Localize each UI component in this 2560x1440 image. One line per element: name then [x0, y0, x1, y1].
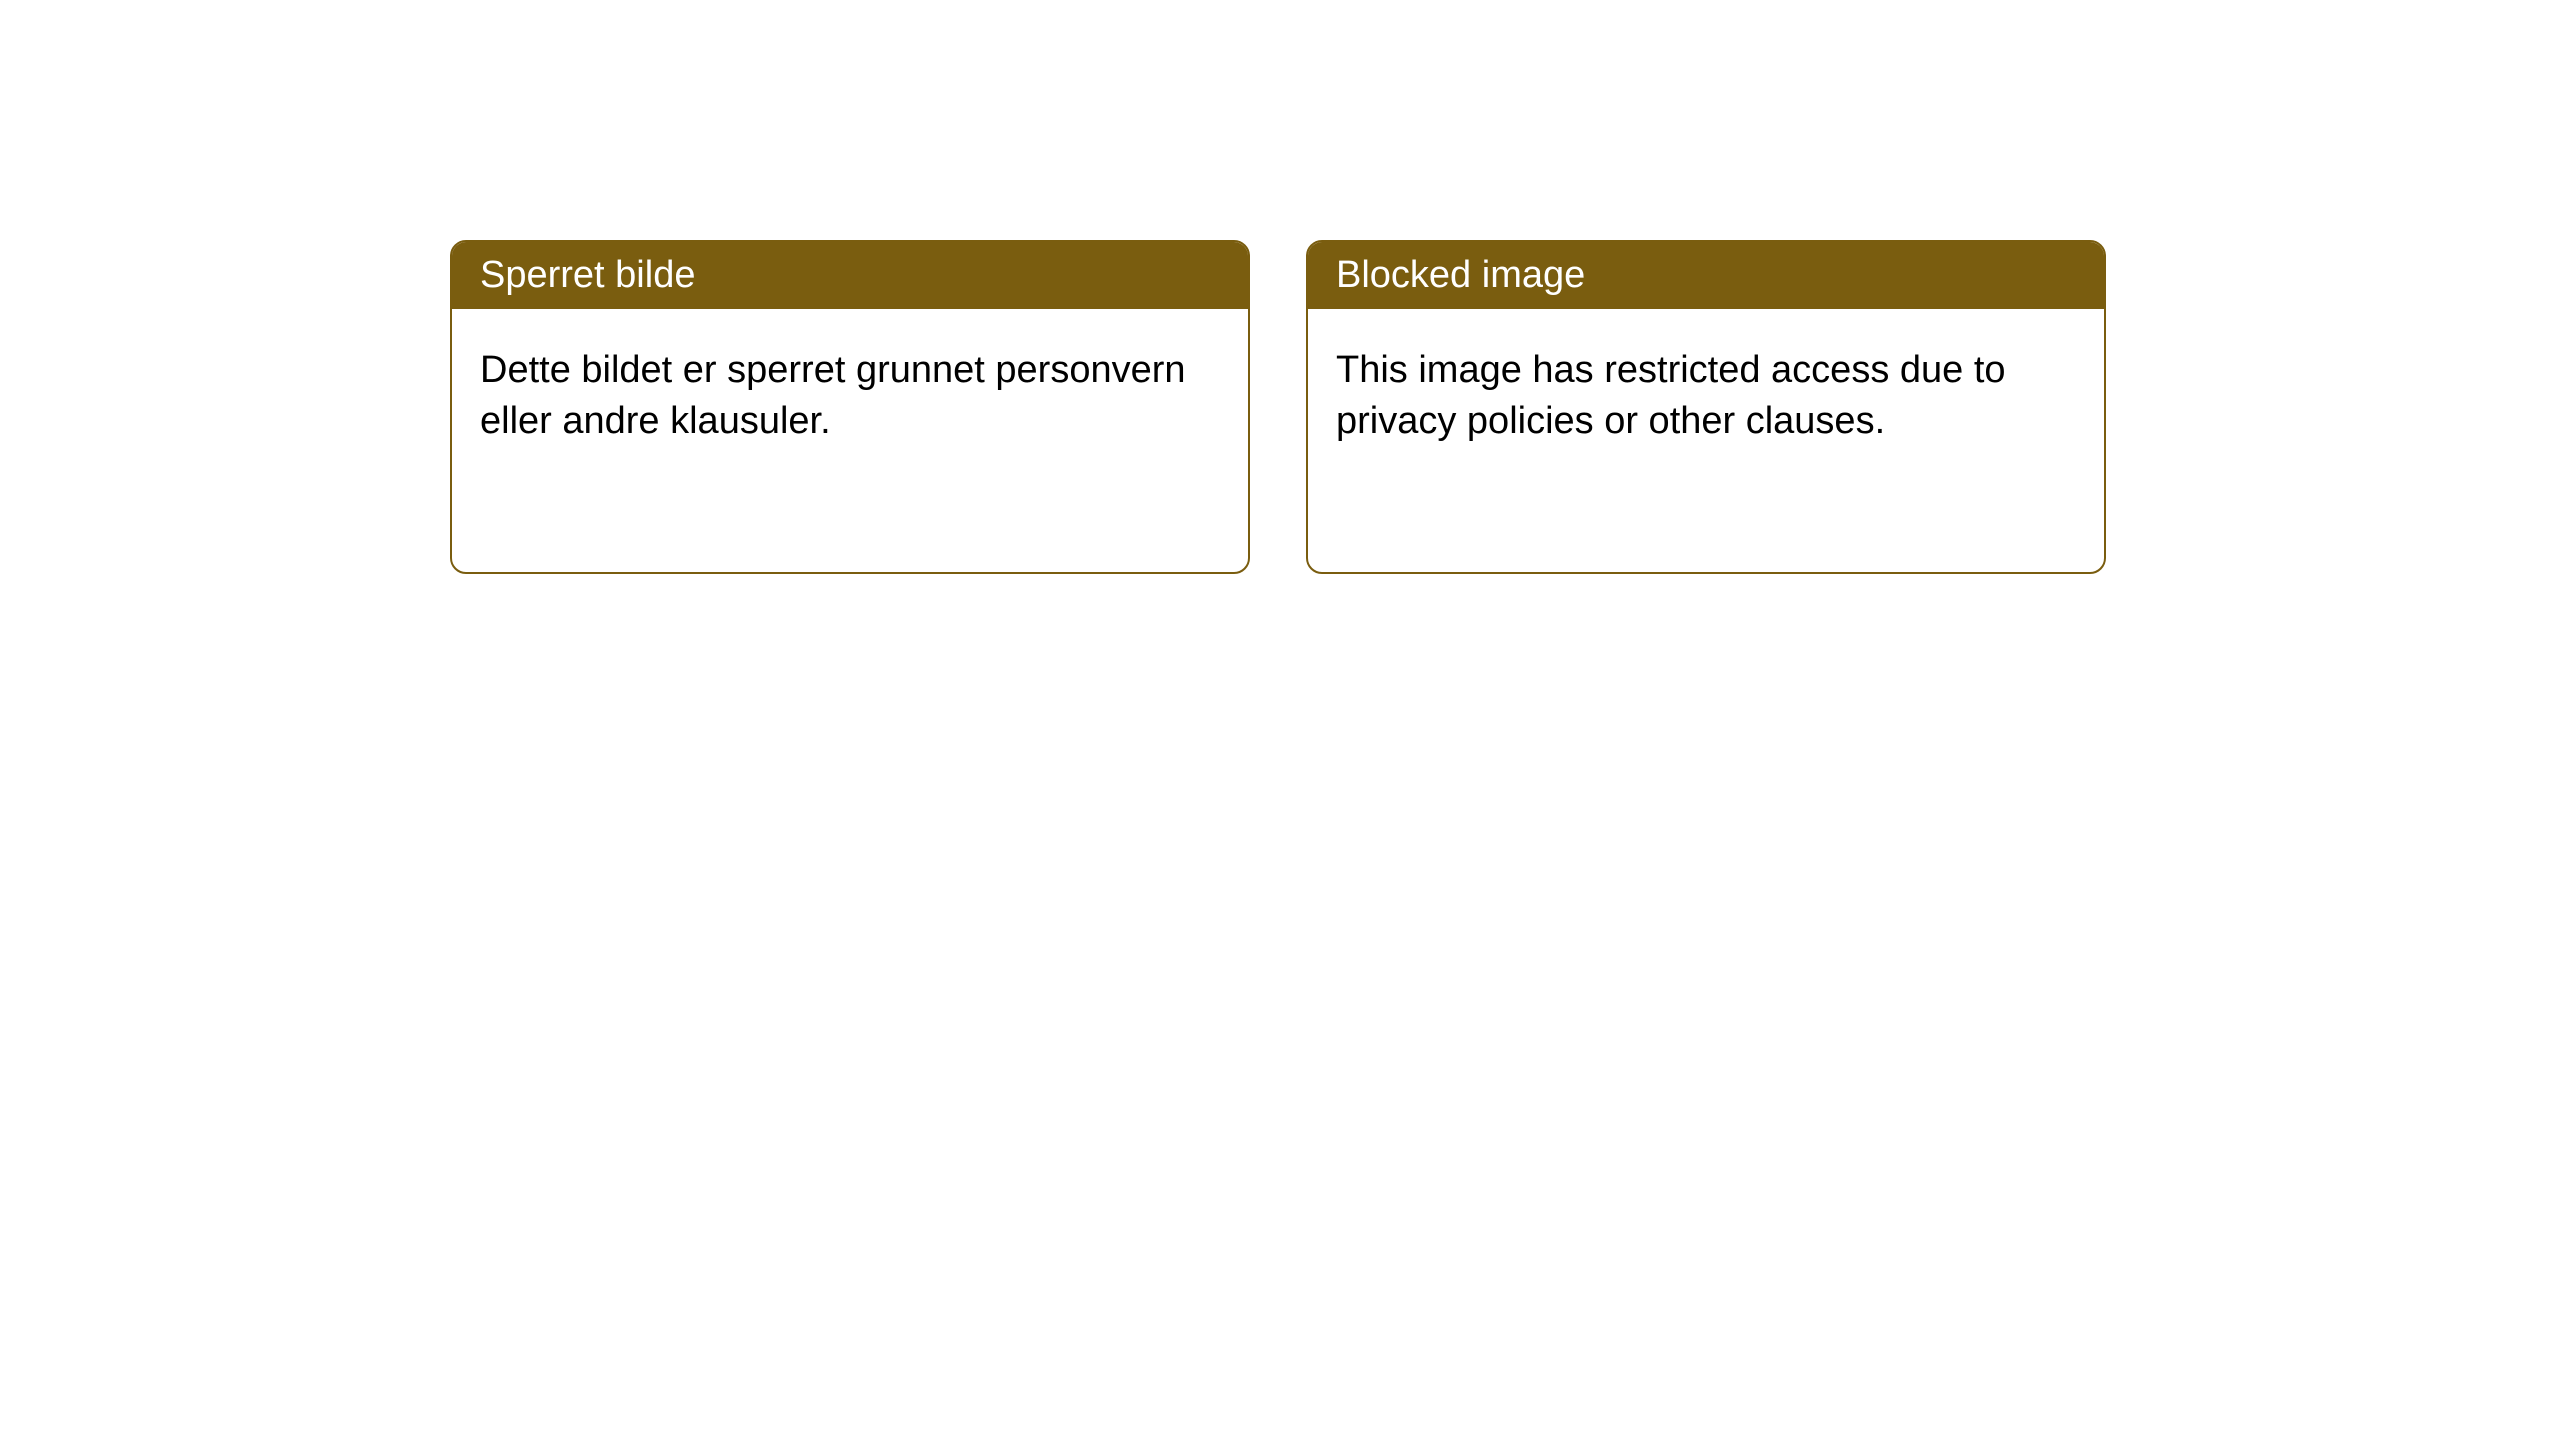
- notice-card-norwegian: Sperret bilde Dette bildet er sperret gr…: [450, 240, 1250, 574]
- notice-body-norwegian: Dette bildet er sperret grunnet personve…: [452, 309, 1248, 484]
- notice-card-english: Blocked image This image has restricted …: [1306, 240, 2106, 574]
- notice-header-norwegian: Sperret bilde: [452, 242, 1248, 309]
- notice-body-english: This image has restricted access due to …: [1308, 309, 2104, 484]
- notice-container: Sperret bilde Dette bildet er sperret gr…: [0, 0, 2560, 574]
- notice-header-english: Blocked image: [1308, 242, 2104, 309]
